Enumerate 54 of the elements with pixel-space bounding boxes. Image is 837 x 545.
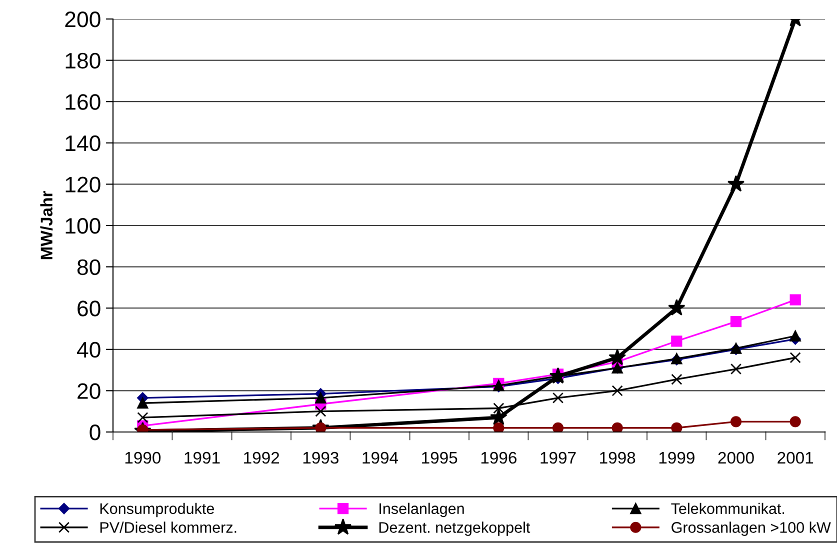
point	[612, 422, 623, 432]
point	[490, 408, 508, 425]
legend-label: Inselanlagen	[380, 502, 464, 518]
point	[730, 416, 742, 428]
y-tick-label: 120	[66, 176, 100, 192]
y-tick-label: 140	[66, 135, 100, 152]
y-tick-label: 80	[77, 259, 100, 276]
y-axis-title: MW/Jahr	[40, 191, 53, 260]
legend-label: Konsumprodukte	[100, 502, 214, 518]
x-tick-label: 1996	[481, 452, 516, 464]
legend-label: Dezent. netzgekoppelt	[379, 522, 530, 536]
point	[552, 392, 564, 404]
point	[552, 422, 564, 432]
y-tick-label: 100	[66, 218, 100, 234]
legend-label: PV/Diesel kommerz.	[100, 522, 236, 533]
point	[790, 294, 801, 306]
point	[671, 374, 682, 385]
x-tick-label: 1993	[303, 452, 338, 464]
x-tick-label: 1992	[244, 452, 280, 464]
point	[137, 398, 148, 409]
legend-label: Grossanlagen >100 kW	[672, 522, 831, 536]
y-tick-label: 180	[66, 52, 100, 69]
point	[790, 416, 801, 428]
y-tick-label: 40	[76, 342, 100, 358]
x-tick-label: 2000	[718, 452, 754, 464]
y-tick-label: 20	[78, 383, 100, 399]
x-tick-label: 1991	[184, 452, 220, 464]
point	[493, 422, 504, 432]
point	[790, 330, 801, 342]
x-tick-label: 1998	[600, 452, 636, 464]
point	[315, 406, 326, 417]
point	[730, 316, 742, 328]
point	[790, 352, 801, 364]
x-tick-label: 1994	[362, 452, 398, 464]
point	[493, 402, 504, 414]
point	[608, 348, 626, 366]
legend-label: Telekommunikat.	[671, 502, 784, 514]
point	[730, 363, 742, 375]
x-tick-label: 1997	[540, 452, 576, 464]
point	[315, 392, 326, 404]
x-tick-label: 1990	[125, 452, 161, 464]
point	[671, 336, 682, 347]
y-tick-label: 0	[90, 424, 100, 440]
x-tick-label: 2001	[778, 452, 814, 464]
y-tick-label: 160	[66, 94, 100, 110]
x-tick-label: 1995	[422, 452, 458, 464]
point	[612, 385, 623, 396]
point	[668, 299, 686, 316]
y-tick-label: 200	[65, 12, 100, 28]
point	[137, 412, 148, 424]
point	[727, 175, 745, 192]
x-tick-label: 1999	[659, 452, 694, 464]
y-tick-label: 60	[78, 300, 100, 316]
point	[671, 422, 682, 432]
